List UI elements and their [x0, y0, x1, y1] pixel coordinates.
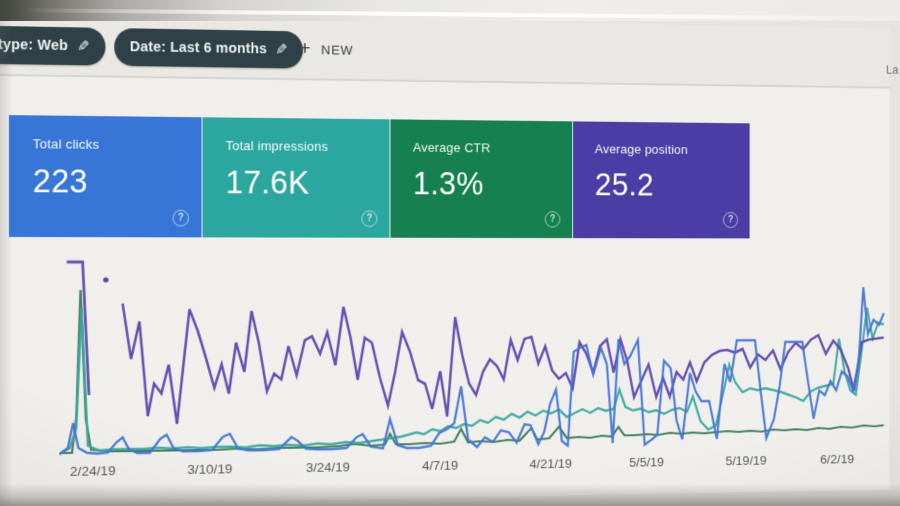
x-axis-tick-label: 2/24/19 — [70, 464, 116, 479]
help-icon[interactable]: ? — [361, 210, 378, 228]
x-axis-tick-label: 5/5/19 — [629, 455, 664, 469]
help-icon[interactable]: ? — [723, 211, 739, 229]
card-title: Average CTR — [412, 139, 491, 156]
card-total-impressions[interactable]: Total impressions 17.6K ? — [202, 117, 390, 238]
date-chip-label: Date: Last 6 months — [129, 39, 268, 58]
card-average-position[interactable]: Average position 25.2 ? — [573, 121, 750, 239]
performance-chart-svg: 2/24/19 3/10/19 3/24/19 4/7/19 4/21/19 5/5/19… — [59, 248, 889, 479]
search-type-filter-chip[interactable]: type: Web ✎ — [0, 25, 106, 66]
pencil-icon: ✎ — [76, 38, 90, 56]
metric-cards-row: Total clicks 223 ? Total impressions 17.… — [8, 115, 750, 239]
card-value: 1.3% — [412, 165, 484, 202]
x-axis-tick-label: 5/19/19 — [725, 454, 766, 468]
card-title: Total impressions — [225, 138, 329, 154]
card-title: Average position — [594, 141, 688, 157]
new-filter-button[interactable]: + NEW — [299, 37, 354, 60]
x-axis-tick-label: 6/2/19 — [820, 452, 854, 466]
x-axis-tick-label: 4/21/19 — [529, 457, 572, 472]
card-value: 17.6K — [225, 163, 310, 201]
screen-bottom-shade — [0, 484, 900, 506]
plus-icon: + — [299, 37, 311, 60]
series-isolated-point-average-position — [103, 277, 109, 283]
card-total-clicks[interactable]: Total clicks 223 ? — [8, 115, 202, 238]
search-console-screen: type: Web ✎ Date: Last 6 months ✎ + NEW … — [0, 12, 898, 506]
x-axis-tick-label: 3/10/19 — [187, 462, 232, 477]
x-axis-tick-label: 4/7/19 — [422, 458, 458, 473]
card-average-ctr[interactable]: Average CTR 1.3% ? — [390, 119, 573, 239]
card-value: 223 — [32, 162, 88, 200]
screen-left-shade — [0, 0, 12, 506]
pencil-icon: ✎ — [275, 41, 288, 59]
card-title: Total clicks — [32, 136, 100, 152]
help-icon[interactable]: ? — [544, 211, 561, 228]
truncated-last-updated-text: La — [885, 62, 899, 77]
help-icon[interactable]: ? — [172, 209, 190, 227]
new-button-label: NEW — [321, 42, 354, 58]
x-axis-tick-label: 3/24/19 — [306, 460, 350, 475]
card-value: 25.2 — [594, 166, 654, 203]
performance-chart-area[interactable]: 2/24/19 3/10/19 3/24/19 4/7/19 4/21/19 5/5/19… — [59, 248, 889, 485]
date-range-filter-chip[interactable]: Date: Last 6 months ✎ — [114, 28, 304, 69]
series-line-average-position — [123, 301, 884, 424]
